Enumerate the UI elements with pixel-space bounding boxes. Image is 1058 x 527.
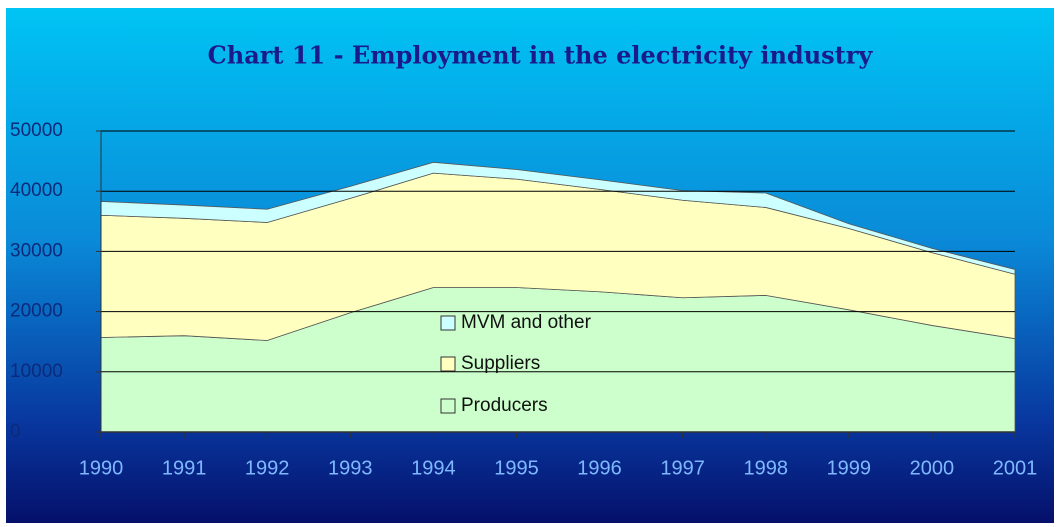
x-tick-label: 1993: [328, 457, 373, 479]
x-tick-label: 1995: [494, 457, 539, 479]
y-tick-label: 50000: [10, 120, 63, 141]
x-tick-label: 1992: [245, 457, 290, 479]
x-tick-label: 1996: [577, 457, 622, 479]
x-tick-label: 1999: [827, 457, 872, 479]
legend-swatch: [440, 315, 456, 331]
x-tick-label: 1990: [79, 457, 124, 479]
area: [100, 161, 1016, 275]
x-tick-label: 1998: [743, 457, 788, 479]
legend-label: Suppliers: [461, 353, 540, 374]
legend-label: Producers: [461, 395, 548, 416]
chart-title: Chart 11 - Employment in the electricity…: [208, 41, 874, 70]
y-tick-label: 40000: [10, 180, 63, 201]
x-tick-label: 1997: [660, 457, 705, 479]
legend-swatch: [440, 356, 456, 372]
x-tick-label: 2000: [910, 457, 955, 479]
y-tick-label: 30000: [10, 240, 63, 261]
y-tick-label: 20000: [10, 301, 63, 322]
legend-swatch: [440, 398, 456, 414]
legend-label: MVM and other: [461, 312, 592, 333]
x-tick-label: 1991: [162, 457, 207, 479]
x-tick-label: 2001: [993, 457, 1038, 479]
y-tick-label: 10000: [10, 361, 63, 382]
x-tick-label: 1994: [411, 457, 456, 479]
y-tick-label: 0: [10, 421, 21, 442]
